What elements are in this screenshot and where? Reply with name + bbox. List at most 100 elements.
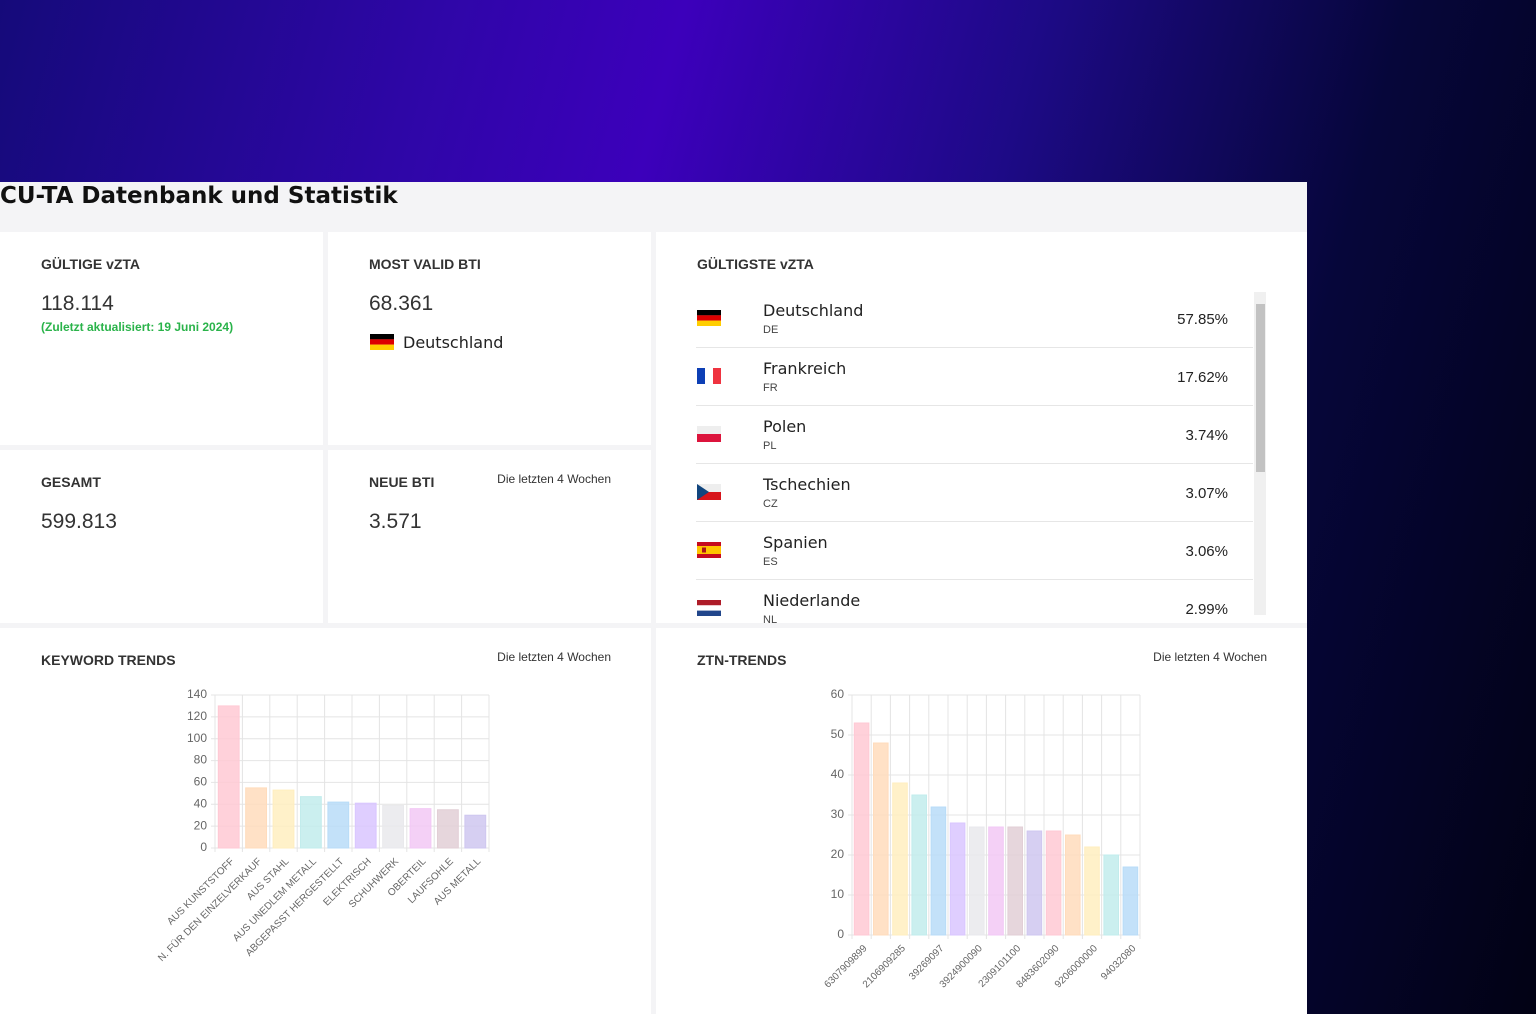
bar [272, 789, 295, 849]
y-tick-label: 50 [831, 727, 845, 741]
bar [1007, 826, 1023, 936]
card-title: GÜLTIGE vZTA [41, 256, 141, 272]
flag [697, 426, 721, 442]
y-tick-label: 20 [831, 847, 845, 861]
bar [409, 808, 432, 849]
country-row[interactable]: Deutschland DE 57.85% [696, 289, 1253, 348]
card-value: 68.361 [369, 292, 434, 315]
y-tick-label: 100 [187, 731, 207, 745]
country-name: Deutschland [763, 301, 864, 320]
country-share: 2.99% [1185, 601, 1228, 618]
country-row[interactable]: Frankreich FR 17.62% [696, 347, 1253, 406]
flag [697, 542, 721, 558]
card: MOST VALID BTI 68.361 Deutschland [328, 232, 651, 445]
card: KEYWORD TRENDS Die letzten 4 Wochen 0 20 4… [0, 628, 651, 1014]
card-value: 3.571 [369, 510, 422, 533]
country-row[interactable]: Niederlande NL 2.99% [696, 579, 1253, 623]
card: GESAMT 599.813 [0, 450, 323, 623]
flag [697, 368, 721, 384]
bar [382, 804, 405, 849]
card-note: Die letzten 4 Wochen [497, 650, 611, 664]
country-share: 17.62% [1177, 369, 1228, 386]
page-title: CU-TA Datenbank und Statistik [0, 183, 398, 209]
country-name: Polen [763, 417, 807, 436]
country-share: 3.07% [1185, 485, 1228, 502]
card-value: 599.813 [41, 510, 117, 533]
card-title: GESAMT [41, 474, 101, 490]
scroll-thumb[interactable] [1256, 304, 1265, 472]
y-tick-label: 60 [831, 687, 845, 701]
bar [299, 796, 322, 849]
country-share: 3.74% [1185, 427, 1228, 444]
scrollbar[interactable] [1254, 292, 1266, 615]
bar [988, 826, 1004, 936]
bar [464, 814, 487, 849]
update-note: (Zuletzt aktualisiert: 19 Juni 2024) [41, 320, 234, 334]
bar [1065, 834, 1081, 936]
card-title: ZTN-TRENDS [697, 652, 787, 668]
card-note: Die letzten 4 Wochen [1153, 650, 1267, 664]
bar [436, 809, 459, 849]
bar [1045, 830, 1062, 936]
country-code: ES [763, 556, 778, 568]
bar [949, 822, 966, 936]
country-name: Deutschland [403, 333, 504, 352]
country-row[interactable]: Tschechien CZ 3.07% [696, 463, 1253, 522]
country-row[interactable]: Spanien ES 3.06% [696, 521, 1253, 580]
country-name: Spanien [763, 533, 828, 552]
x-tick-label: 39269097 [907, 943, 947, 983]
flag [697, 484, 721, 500]
card-value: 118.114 [41, 292, 114, 315]
card: GÜLTIGSTE vZTA Deutschland DE 57.85% Fra… [656, 232, 1307, 623]
country-name: Tschechien [763, 475, 851, 494]
bar [911, 794, 927, 936]
country-code: DE [763, 324, 779, 336]
y-tick-label: 80 [194, 753, 208, 767]
card: NEUE BTI Die letzten 4 Wochen 3.571 [328, 450, 651, 623]
country-code: FR [763, 382, 778, 394]
y-tick-label: 20 [194, 818, 208, 832]
y-tick-label: 30 [831, 807, 845, 821]
y-tick-label: 10 [831, 887, 845, 901]
bar [1122, 866, 1139, 936]
country-share: 57.85% [1177, 311, 1228, 328]
bar [1084, 846, 1100, 936]
card: ZTN-TRENDS Die letzten 4 Wochen 0 10 20 30 4… [656, 628, 1307, 1014]
bar [1026, 830, 1043, 936]
card-title: NEUE BTI [369, 474, 435, 490]
bar [327, 801, 350, 849]
x-tick-label: 94032080 [1099, 943, 1139, 983]
bar [969, 826, 985, 936]
card-note: Die letzten 4 Wochen [497, 472, 611, 486]
flag [697, 600, 721, 616]
country-code: NL [763, 614, 778, 623]
bar [873, 742, 889, 936]
y-tick-label: 120 [187, 709, 207, 723]
dashboard: CU-TA Datenbank und Statistik GÜLTIGE vZ… [0, 182, 1307, 1014]
country-name: Niederlande [763, 591, 861, 610]
y-tick-label: 140 [187, 687, 207, 701]
card-title: MOST VALID BTI [369, 256, 481, 272]
flag [370, 334, 394, 350]
country-code: CZ [763, 498, 778, 510]
bar [245, 787, 268, 849]
bar [853, 722, 870, 936]
country-name: Frankreich [763, 359, 847, 378]
card-title: GÜLTIGSTE vZTA [697, 256, 814, 272]
bar [892, 782, 908, 936]
y-tick-label: 40 [194, 796, 208, 810]
bar [930, 806, 947, 936]
y-tick-label: 60 [194, 775, 208, 789]
card-title: KEYWORD TRENDS [41, 652, 176, 668]
bar [1103, 854, 1119, 936]
flag [697, 310, 721, 326]
card: GÜLTIGE vZTA 118.114 (Zuletzt aktualisie… [0, 232, 323, 445]
country-share: 3.06% [1185, 543, 1228, 560]
y-tick-label: 0 [200, 840, 207, 854]
y-tick-label: 0 [837, 927, 844, 941]
country-code: PL [763, 440, 777, 452]
country-row[interactable]: Polen PL 3.74% [696, 405, 1253, 464]
bar [354, 802, 377, 849]
